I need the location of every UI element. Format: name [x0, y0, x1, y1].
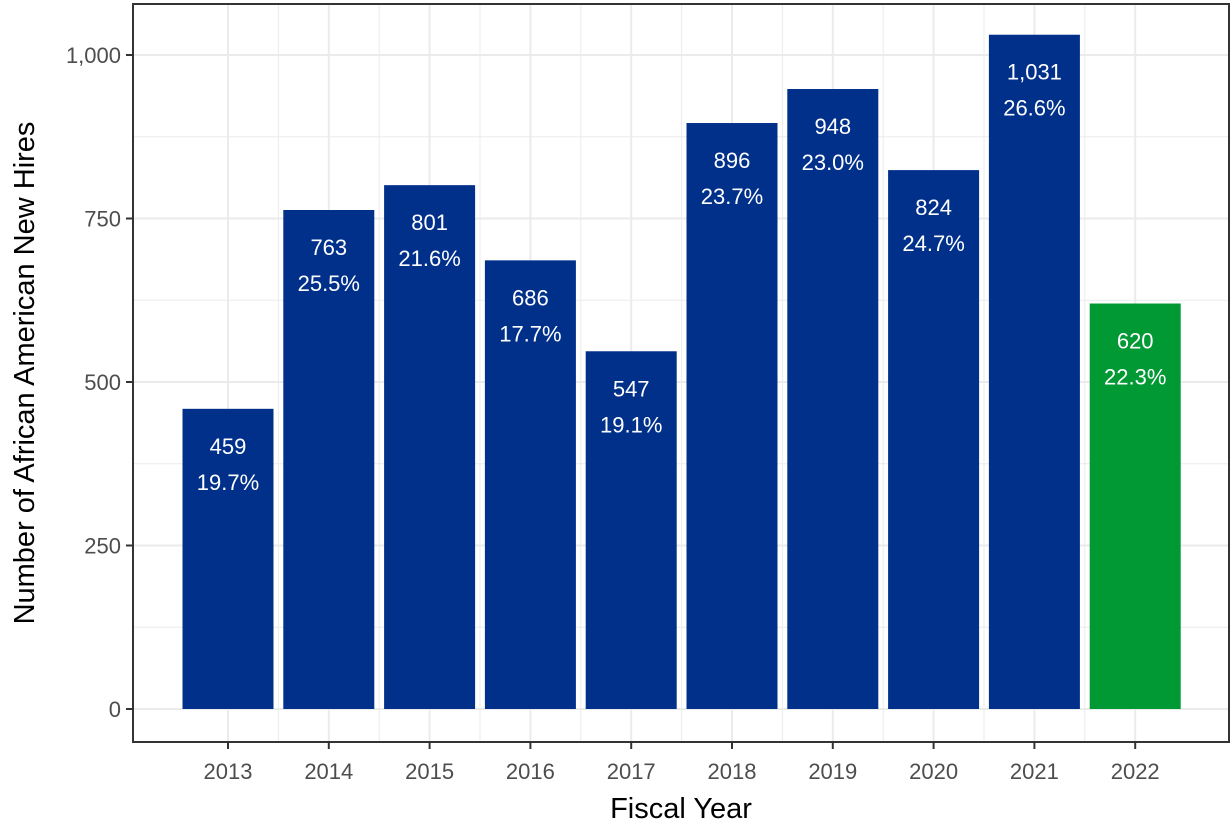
bar-value-label: 763: [310, 235, 347, 260]
bar-percent-label: 22.3%: [1104, 365, 1166, 390]
x-tick-label: 2016: [506, 759, 555, 784]
bar-2022: [1089, 303, 1181, 709]
x-tick-label: 2019: [808, 759, 857, 784]
x-axis-ticks: 2013 2014 2015 2016 2017 2018 2019 2020 2021 2022: [204, 742, 1160, 784]
x-tick-label: 2022: [1111, 759, 1160, 784]
bar-value-label: 547: [613, 376, 650, 401]
bar-value-label: 948: [814, 114, 851, 139]
bar-2016: [484, 260, 576, 709]
bar-percent-label: 23.7%: [701, 184, 763, 209]
bar-value-label: 620: [1117, 329, 1154, 354]
bar-2014: [283, 209, 375, 710]
bar-value-label: 896: [714, 148, 751, 173]
bar-2017: [585, 351, 677, 709]
y-tick-label: 0: [109, 697, 121, 722]
x-tick-label: 2018: [708, 759, 757, 784]
bar-percent-label: 21.6%: [398, 246, 460, 271]
bar-2013: [182, 408, 274, 709]
bars: [182, 34, 1181, 710]
bar-percent-label: 24.7%: [902, 231, 964, 256]
y-axis-ticks: 0 250 500 750 1,000: [66, 43, 133, 722]
x-tick-label: 2020: [909, 759, 958, 784]
bar-percent-label: 19.7%: [197, 470, 259, 495]
y-axis-title: Number of African American New Hires: [9, 122, 41, 625]
bar-percent-label: 25.5%: [298, 271, 360, 296]
plot-panel-border: [132, 3, 1230, 743]
x-tick-label: 2013: [204, 759, 253, 784]
bar-2019: [787, 89, 879, 710]
x-tick-label: 2014: [304, 759, 353, 784]
x-tick-label: 2017: [607, 759, 656, 784]
bar-value-label: 1,031: [1007, 60, 1062, 85]
y-tick-label: 500: [84, 370, 121, 395]
bar-2020: [888, 170, 980, 709]
bar-percent-label: 19.1%: [600, 412, 662, 437]
bar-2021: [988, 34, 1080, 709]
y-tick-label: 250: [84, 534, 121, 559]
y-tick-label: 750: [84, 207, 121, 232]
x-tick-label: 2015: [405, 759, 454, 784]
bar-value-label: 824: [915, 195, 952, 220]
bar-percent-label: 23.0%: [802, 150, 864, 175]
bar-value-label: 801: [411, 210, 448, 235]
bar-percent-label: 17.7%: [499, 321, 561, 346]
y-tick-label: 1,000: [66, 43, 121, 68]
bar-percent-label: 26.6%: [1003, 96, 1065, 121]
bar-2015: [384, 185, 476, 709]
x-axis-title: Fiscal Year: [610, 793, 752, 824]
bar-2018: [686, 123, 778, 710]
x-tick-label: 2021: [1010, 759, 1059, 784]
bar-value-label: 686: [512, 285, 549, 310]
bar-value-label: 459: [210, 434, 247, 459]
bar-labels: 459 19.7% 763 25.5% 801 21.6% 686 17.7% 547 19.1%…: [197, 60, 1167, 495]
